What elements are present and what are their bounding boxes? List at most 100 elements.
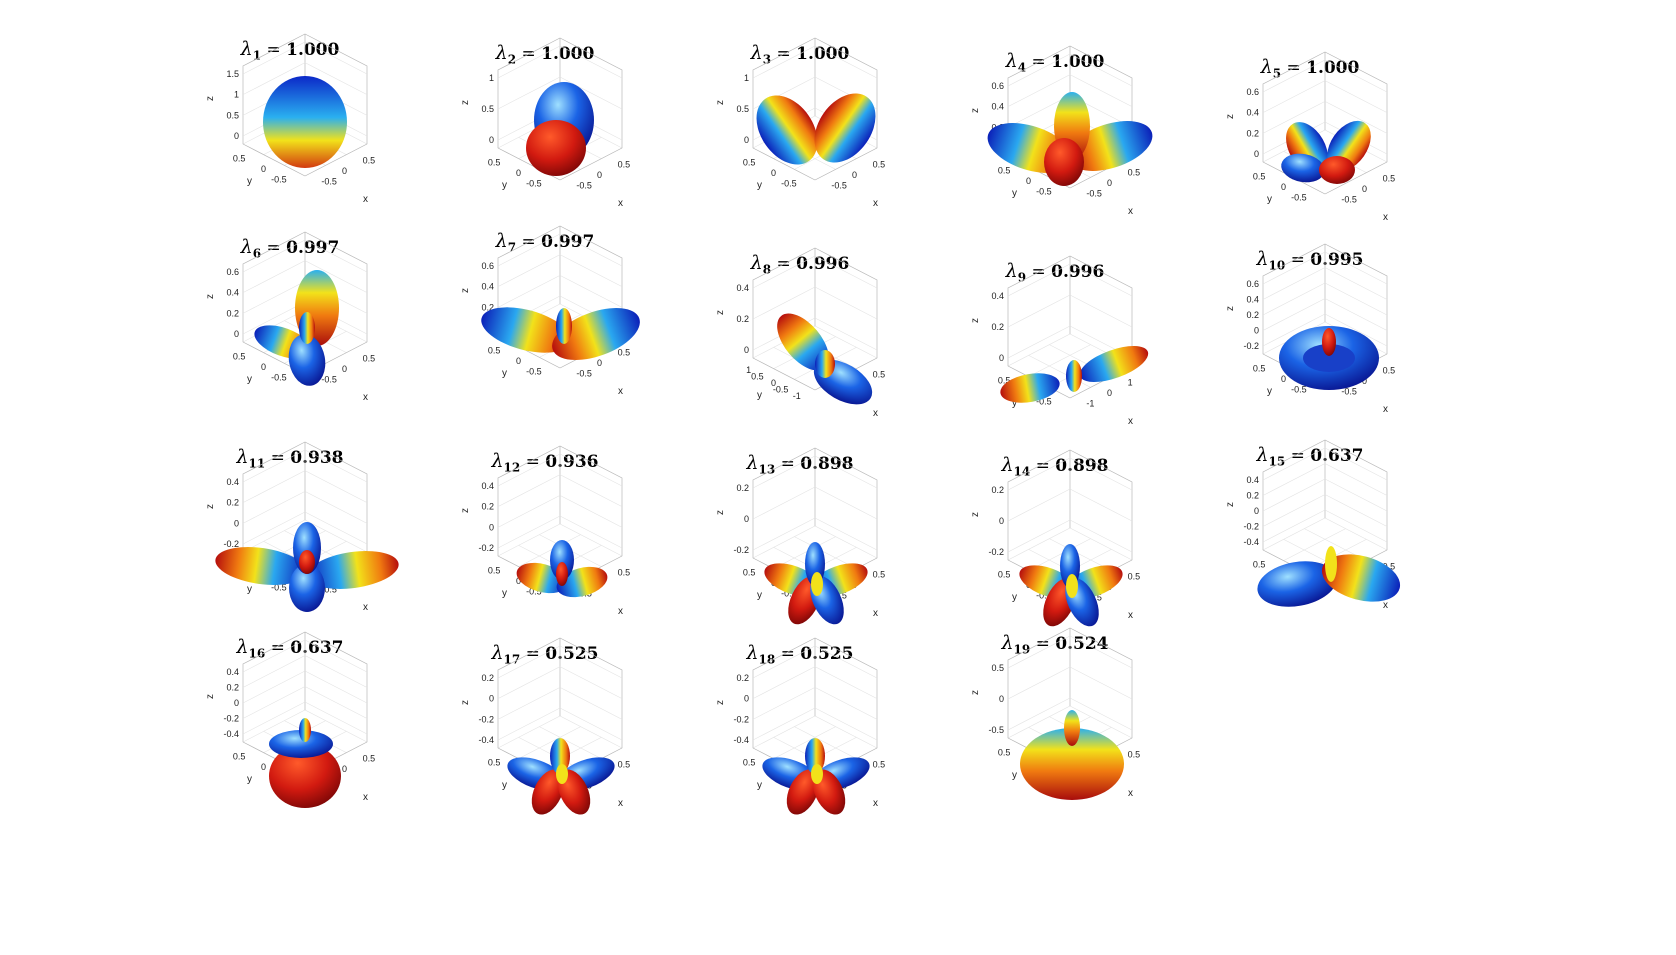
x-axis-label: x — [363, 792, 368, 803]
x-tick-label: 0 — [1107, 388, 1112, 398]
z-axis-label: z — [970, 108, 981, 113]
eigenvalue: 1.000 — [1051, 52, 1105, 72]
x-tick-label: 0.5 — [618, 567, 631, 577]
lambda-symbol: λ — [1260, 56, 1273, 78]
eigen-panel: λ16 = 0.6370.40.20-0.2-0.4z0.50-0.5y-0.5… — [175, 631, 405, 836]
x-axis-label: x — [1128, 610, 1133, 621]
y-tick-label: 0 — [771, 168, 776, 178]
eigen-panel: λ2 = 1.000 1 0.5 0 z 0.5 0 -0.5 y -0.5 0 0.5 x — [430, 37, 660, 242]
eigen-panel: λ17 = 0.5250.20-0.2-0.4z0.50-0.5y-0.500.… — [430, 637, 660, 842]
lambda-symbol: λ — [750, 252, 763, 274]
z-tick-label: 0.2 — [481, 302, 494, 312]
lambda-symbol: λ — [491, 642, 504, 664]
z-tick-label: -0.4 — [733, 735, 749, 745]
z-tick-label: 0.4 — [226, 477, 239, 487]
x-tick-label: 0.5 — [363, 753, 376, 763]
surface-lobes — [1019, 544, 1123, 627]
z-tick-label: -0.2 — [223, 714, 239, 724]
z-tick-label: 0.2 — [226, 498, 239, 508]
center-lobe — [556, 764, 568, 784]
surface-lobes — [777, 313, 873, 405]
y-tick-label: 0 — [771, 378, 776, 388]
surface-lobes — [1279, 326, 1379, 390]
y-tick-label: -0.5 — [526, 179, 542, 189]
x-tick-label: 0 — [342, 764, 347, 774]
z-tick-label: 0.4 — [1246, 295, 1259, 305]
y-tick-label: -0.5 — [1291, 193, 1307, 203]
x-axis-label: x — [1383, 600, 1388, 611]
lower-lobe — [526, 120, 586, 176]
surface-lobes — [526, 82, 594, 176]
z-tick-label: 0 — [744, 345, 749, 355]
y-axis-label: y — [1012, 770, 1017, 781]
y-axis-label: y — [502, 368, 507, 379]
y-tick-label: 0 — [516, 576, 521, 586]
eigenvalue: 0.997 — [286, 238, 340, 258]
y-tick-label: 0.5 — [1253, 171, 1266, 181]
surface-lobes — [263, 76, 347, 168]
equals-sign: = — [520, 644, 546, 664]
x-tick-label: 0.5 — [618, 159, 631, 169]
y-tick-label: -0.5 — [781, 589, 797, 599]
z-tick-label: 0 — [489, 135, 494, 145]
eigen-panel: λ10 = 0.995 0.6 0.4 0.2 0 -0.2 z 0.5 0 -0.5 y -0.5 0… — [1195, 243, 1425, 448]
z-axis-label: z — [715, 100, 726, 105]
y-tick-label: 0.5 — [998, 747, 1011, 757]
lambda-index: 5 — [1272, 66, 1282, 81]
z-tick-label: 0.2 — [1246, 310, 1259, 320]
z-tick-label: 0.5 — [481, 104, 494, 114]
z-tick-label: -0.2 — [1243, 341, 1259, 351]
x-axis-label: x — [873, 408, 878, 419]
z-tick-label: -0.4 — [223, 729, 239, 739]
x-tick-label: -0.5 — [576, 369, 592, 379]
y-axis-label: y — [247, 584, 252, 595]
x-tick-label: 0.5 — [1383, 365, 1396, 375]
x-tick-label: 0.5 — [873, 569, 886, 579]
y-tick-label: -0.5 — [1036, 591, 1052, 601]
center-lobe — [556, 562, 568, 586]
eigen-panel: λ15 = 0.6370.40.20-0.2-0.4z0.50-0.5y-0.5… — [1195, 439, 1425, 644]
surface-plot: 1 0.5 0 z 0.5 0 -0.5 y -0.5 0 0.5 x — [460, 37, 631, 209]
y-tick-label: -0.5 — [773, 384, 789, 394]
eigenvalue: 0.996 — [796, 254, 850, 274]
y-axis-label: y — [757, 590, 762, 601]
lambda-index: 3 — [762, 52, 772, 67]
z-tick-label: -0.4 — [1243, 537, 1259, 547]
equals-sign: = — [265, 638, 291, 658]
petal-5 — [805, 738, 825, 774]
disk-lobe — [1020, 728, 1124, 800]
z-tick-label: -0.2 — [478, 714, 494, 724]
y-tick-label: 0 — [1281, 374, 1286, 384]
x-tick-label: -0.5 — [1341, 387, 1357, 397]
z-tick-label: 0 — [234, 329, 239, 339]
right-lobe — [552, 308, 640, 360]
z-tick-label: 1 — [234, 90, 239, 100]
y-tick-label: 0.5 — [488, 757, 501, 767]
x-axis-label: x — [873, 608, 878, 619]
z-tick-label: 0.4 — [991, 291, 1004, 301]
x-tick-label: 0.5 — [618, 759, 631, 769]
x-tick-label: 0.5 — [363, 353, 376, 363]
lambda-index: 17 — [503, 652, 521, 667]
left-lobe — [215, 547, 307, 585]
x-axis-label: x — [1128, 206, 1133, 217]
z-tick-label: 0.4 — [481, 481, 494, 491]
surface-plot: 0.20-0.2z0.50-0.5y-0.500.5x — [715, 447, 886, 625]
torus-hole — [1303, 344, 1355, 372]
lambda-index: 6 — [252, 246, 262, 261]
z-tick-label: 0 — [999, 353, 1004, 363]
y-tick-label: -0.5 — [781, 179, 797, 189]
center-lobe — [299, 550, 315, 574]
center-lobe — [1322, 328, 1336, 356]
lambda-symbol: λ — [495, 230, 508, 252]
z-axis-label: z — [1225, 306, 1236, 311]
z-tick-label: 0.2 — [1246, 491, 1259, 501]
panel-title: λ19 = 0.524 — [940, 632, 1170, 656]
lambda-index: 16 — [248, 646, 266, 661]
x-tick-label: 0 — [1362, 184, 1367, 194]
